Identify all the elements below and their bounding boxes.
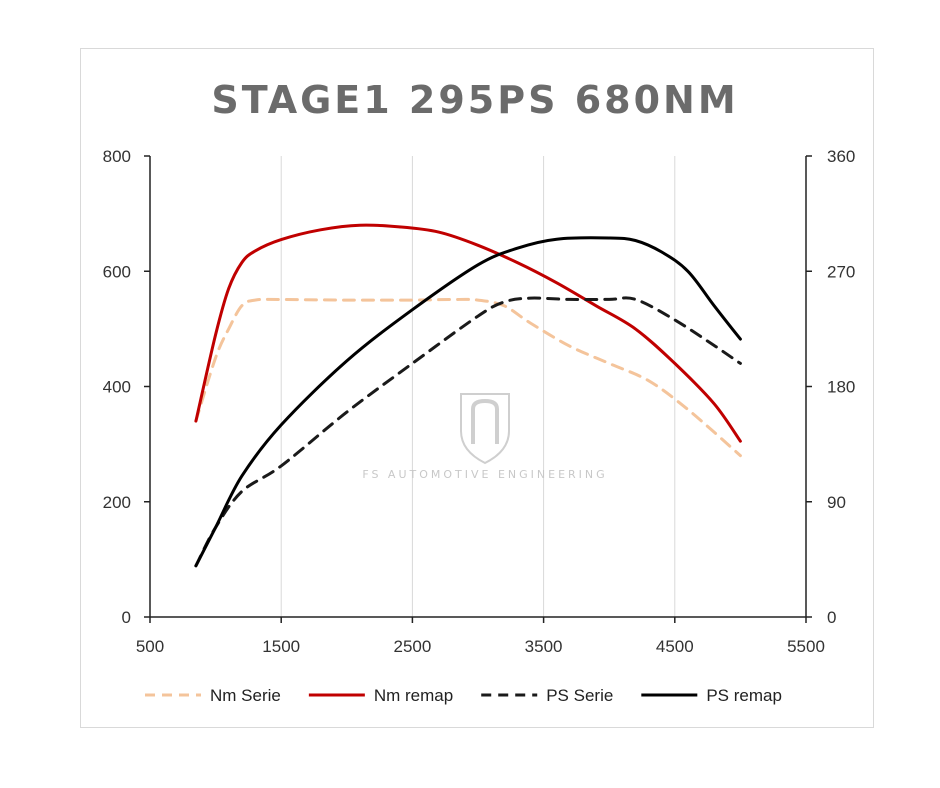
legend: Nm Serie Nm remap PS Serie PS remap (145, 686, 782, 705)
watermark: FS AUTOMOTIVE ENGINEERING (362, 393, 607, 481)
y-right-tick-label: 90 (827, 493, 846, 512)
series-line-nm-remap (194, 223, 742, 443)
shield-logo-icon (460, 393, 510, 465)
axes-layer (144, 155, 812, 623)
chart-frame: STAGE1 295PS 680NM FS AUTOMOTIVE ENGINEE… (80, 48, 874, 728)
y-right-tick-label: 0 (827, 608, 836, 627)
series-line-ps-serie (194, 296, 742, 568)
y-right-tick-label: 270 (827, 262, 855, 281)
legend-label-nm-serie: Nm Serie (210, 686, 281, 705)
y-left-tick-label: 200 (103, 493, 131, 512)
legend-label-ps-serie: PS Serie (546, 686, 613, 705)
x-tick-label: 1500 (262, 637, 300, 656)
watermark-text: FS AUTOMOTIVE ENGINEERING (362, 468, 607, 481)
legend-label-nm-remap: Nm remap (374, 686, 453, 705)
ticks-layer: 500 1500 2500 3500 4500 550002004006008000901… (103, 147, 856, 656)
y-left-tick-label: 0 (122, 608, 131, 627)
x-tick-label: 2500 (393, 637, 431, 656)
y-right-tick-label: 180 (827, 378, 855, 397)
y-left-tick-label: 800 (103, 147, 131, 166)
chart-title: STAGE1 295PS 680NM (211, 78, 738, 122)
x-tick-label: 3500 (525, 637, 563, 656)
y-right-tick-label: 360 (827, 147, 855, 166)
series-line-ps-remap (194, 236, 742, 568)
x-tick-label: 5500 (787, 637, 825, 656)
y-left-tick-label: 600 (103, 262, 131, 281)
series-layer (194, 223, 742, 568)
x-tick-label: 500 (136, 637, 164, 656)
legend-label-ps-remap: PS remap (706, 686, 782, 705)
chart-svg: STAGE1 295PS 680NM FS AUTOMOTIVE ENGINEE… (103, 78, 856, 705)
x-tick-label: 4500 (656, 637, 694, 656)
y-left-tick-label: 400 (103, 378, 131, 397)
series-line-nm-serie (194, 297, 742, 458)
